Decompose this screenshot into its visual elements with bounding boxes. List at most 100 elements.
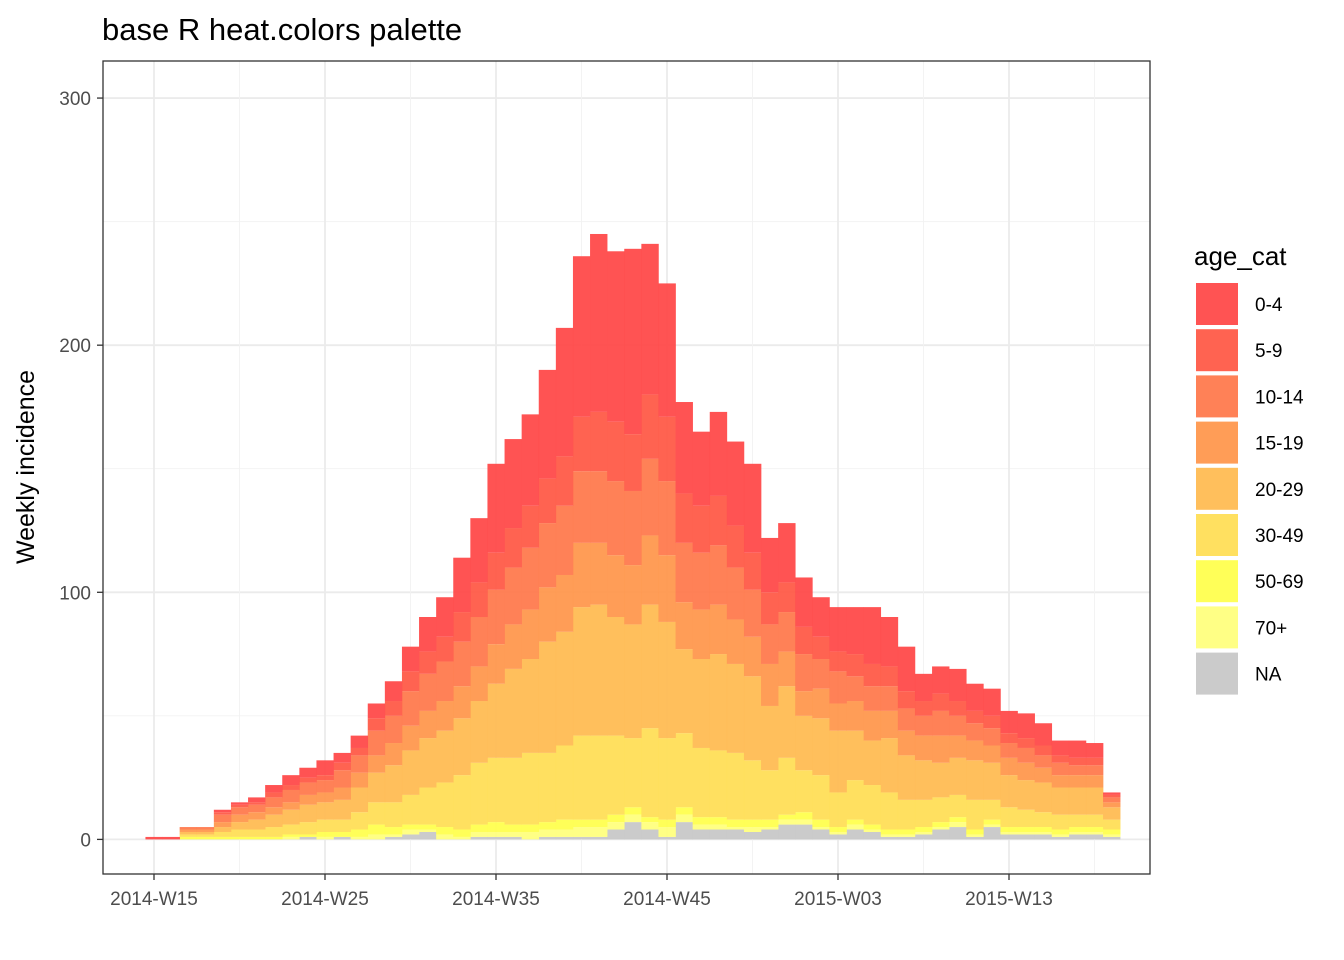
bar-segment [248,812,266,820]
bar-segment [350,755,369,773]
bar-segment [897,829,916,835]
bar-segment [914,799,933,828]
bar-segment [966,683,984,711]
bar-segment [265,785,283,793]
bar-segment [572,607,591,736]
bar-segment [265,792,283,798]
bar-segment [1034,767,1053,783]
bar-segment [145,836,163,840]
bar-segment [1034,723,1053,746]
bar-segment [538,523,557,588]
bar-segment [880,738,899,793]
bar-segment [196,829,215,832]
bar-segment [470,836,488,840]
bar-segment [1000,834,1018,840]
bar-segment [521,659,540,753]
bar-segment [453,775,471,830]
bar-segment [401,646,420,672]
bar-segment [624,822,642,840]
bar-segment [1103,794,1121,798]
bar-segment [624,565,642,625]
bar-segment [265,797,283,808]
bar-segment [1051,762,1070,776]
bar-segment [299,804,317,823]
bar-segment [863,607,882,664]
bar-segment [590,604,608,736]
bar-segment [590,735,608,820]
bar-segment [521,824,540,832]
bar-segment [658,819,676,828]
bar-segment [282,834,300,837]
bar-segment [453,829,471,837]
bar-segment [453,557,471,613]
bar-segment [162,836,180,840]
bar-segment [863,686,882,711]
bar-segment [1000,827,1018,832]
bar-segment [333,819,351,832]
bar-segment [692,829,711,840]
bar-segment [880,836,899,840]
bar-segment [607,481,625,556]
bar-segment [709,829,728,840]
bar-segment [230,802,249,805]
bar-segment [555,456,574,506]
bar-segment [778,582,796,613]
bar-segment [897,836,916,840]
bar-segment [213,814,232,823]
bar-segment [607,735,625,815]
bar-segment [367,718,386,731]
y-tick-label: 0 [80,830,91,851]
bar-segment [709,654,728,751]
bar-segment [641,535,659,605]
y-tick-label: 100 [59,583,91,604]
bar-segment [1000,733,1018,744]
bar-segment [692,659,711,748]
bar-segment [863,824,882,830]
bar-segment [949,757,967,795]
bar-segment [436,701,454,731]
bar-segment [487,589,505,645]
bar-segment [726,441,745,526]
bar-segment [590,542,608,605]
bar-segment [453,718,471,776]
bar-segment [709,545,728,605]
bar-segment [675,542,693,603]
bar-segment [658,621,676,739]
bar-segment [692,824,711,830]
bar-segment [778,686,796,758]
bar-segment [436,661,454,702]
bar-segment [265,814,283,828]
bar-segment [795,715,813,771]
bar-segment [607,814,625,823]
bar-segment [1085,831,1104,835]
bar-segment [521,547,540,610]
bar-segment [384,836,403,840]
bar-segment [761,819,779,828]
bar-segment [248,797,266,803]
bar-segment [1000,831,1018,835]
bar-segment [932,693,950,711]
bar-segment [1103,802,1121,808]
bar-segment [179,831,198,835]
bar-segment [880,666,899,687]
bar-segment [538,587,557,642]
bar-segment [1051,740,1070,756]
bar-segment [384,715,403,744]
bar-segment [863,829,882,832]
bar-segment [401,824,420,830]
bar-segment [1034,812,1053,828]
bar-segment [282,789,300,803]
bar-segment [367,755,386,773]
bar-segment [555,836,574,840]
bar-segment [983,715,1001,729]
legend-label: 20-29 [1255,480,1304,501]
bar-segment [333,831,351,837]
bar-segment [572,256,591,417]
bar-segment [453,836,471,840]
bar-segment [1068,775,1087,788]
bar-segment [316,775,334,781]
x-tick-label: 2014-W25 [281,889,369,910]
x-tick-label: 2014-W15 [110,889,198,910]
bar-segment [658,283,676,417]
bar-segment [966,740,984,761]
